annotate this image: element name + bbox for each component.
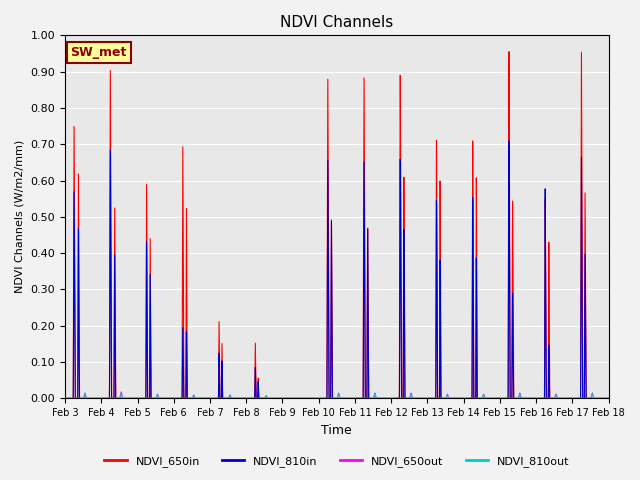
Line: NDVI_810in: NDVI_810in	[65, 141, 609, 398]
X-axis label: Time: Time	[321, 424, 352, 437]
NDVI_810out	[126, 396, 134, 401]
NDVI_810in	[555, 396, 563, 401]
NDVI_650out	[117, 389, 125, 395]
NDVI_650out	[552, 392, 560, 397]
NDVI_810in	[401, 396, 409, 401]
NDVI_810out	[401, 396, 409, 401]
NDVI_650in	[576, 396, 584, 401]
NDVI_810in	[126, 396, 134, 401]
NDVI_810in	[269, 396, 277, 401]
NDVI_810in	[61, 396, 69, 401]
NDVI_650out	[576, 396, 584, 401]
NDVI_810out	[61, 396, 69, 401]
NDVI_650in	[126, 396, 134, 401]
NDVI_650out	[269, 396, 277, 401]
NDVI_810in	[605, 396, 612, 401]
NDVI_650in	[552, 396, 560, 401]
Y-axis label: NDVI Channels (W/m2/mm): NDVI Channels (W/m2/mm)	[15, 140, 25, 293]
NDVI_810out	[576, 396, 584, 401]
NDVI_650out	[126, 396, 134, 401]
NDVI_810in	[552, 396, 560, 401]
NDVI_650in	[555, 396, 563, 401]
Line: NDVI_650out: NDVI_650out	[65, 392, 609, 398]
NDVI_810out	[605, 396, 612, 401]
NDVI_810in	[576, 396, 584, 401]
NDVI_650in	[61, 396, 69, 401]
NDVI_810out	[554, 396, 562, 401]
NDVI_650in	[605, 396, 612, 401]
NDVI_810out	[552, 393, 559, 398]
Line: NDVI_650in: NDVI_650in	[65, 52, 609, 398]
NDVI_810out	[269, 396, 277, 401]
Legend: NDVI_650in, NDVI_810in, NDVI_650out, NDVI_810out: NDVI_650in, NDVI_810in, NDVI_650out, NDV…	[100, 451, 573, 471]
NDVI_650in	[505, 49, 513, 55]
NDVI_810out	[588, 391, 596, 397]
NDVI_650in	[269, 396, 277, 401]
NDVI_810in	[505, 138, 513, 144]
NDVI_650out	[401, 396, 409, 401]
NDVI_650in	[401, 396, 409, 401]
NDVI_650out	[555, 396, 563, 401]
NDVI_650out	[605, 396, 612, 401]
Line: NDVI_810out: NDVI_810out	[65, 394, 609, 398]
NDVI_650out	[61, 396, 69, 401]
Title: NDVI Channels: NDVI Channels	[280, 15, 394, 30]
Text: SW_met: SW_met	[70, 46, 127, 59]
